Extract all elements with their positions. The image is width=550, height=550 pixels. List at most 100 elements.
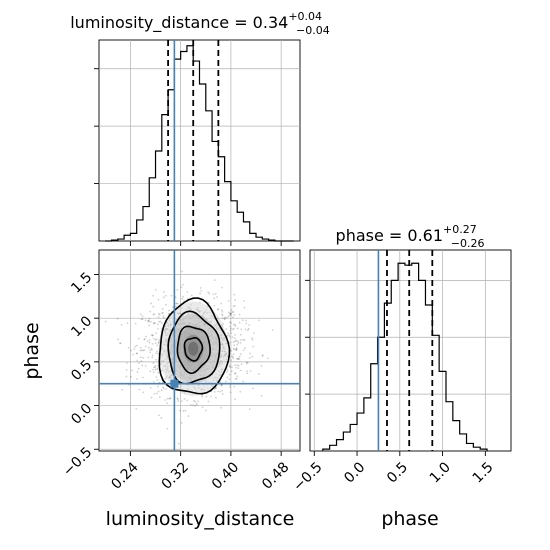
scatter-point <box>147 356 150 359</box>
top-ticks <box>94 68 282 246</box>
scatter-point <box>239 369 242 372</box>
scatter-point <box>146 340 149 343</box>
scatter-point <box>239 341 242 344</box>
scatter-point <box>242 338 244 341</box>
scatter-point <box>230 312 233 315</box>
scatter-point <box>234 364 236 367</box>
scatter-point <box>227 332 229 335</box>
scatter-point <box>148 317 151 320</box>
scatter-point <box>252 332 255 334</box>
scatter-point <box>135 352 138 355</box>
top-title-sup: +0.04 <box>288 10 322 23</box>
scatter-point <box>219 381 222 384</box>
scatter-point <box>232 348 235 350</box>
scatter-point <box>177 400 180 402</box>
scatter-point <box>234 299 237 302</box>
scatter-point <box>245 361 248 364</box>
scatter-point <box>221 313 223 316</box>
scatter-point <box>172 306 174 309</box>
scatter-point <box>194 400 196 403</box>
scatter-point <box>227 315 230 318</box>
scatter-point <box>214 292 217 295</box>
scatter-point <box>249 352 252 355</box>
scatter-point <box>227 311 230 314</box>
scatter-point <box>181 297 183 300</box>
scatter-point <box>166 402 169 405</box>
scatter-point <box>210 395 212 398</box>
scatter-point <box>266 357 269 360</box>
scatter-point <box>140 360 143 363</box>
scatter-point <box>230 349 233 352</box>
scatter-point <box>149 320 152 323</box>
scatter-point <box>237 367 240 370</box>
scatter-point <box>238 358 241 361</box>
scatter-point <box>155 289 157 291</box>
scatter-point <box>214 388 216 390</box>
scatter-point <box>163 291 165 293</box>
scatter-point <box>234 323 236 326</box>
scatter-point <box>220 309 223 312</box>
scatter-point <box>192 404 194 406</box>
scatter-point <box>181 270 184 273</box>
scatter-point <box>225 328 228 330</box>
scatter-point <box>150 396 153 399</box>
scatter-ytick-label: 1.0 <box>68 313 95 340</box>
scatter-point <box>150 302 153 305</box>
scatter-point <box>134 345 136 348</box>
scatter-point <box>217 308 220 311</box>
scatter-point <box>229 359 232 362</box>
scatter-point <box>155 376 158 378</box>
scatter-point <box>235 349 238 351</box>
contour-line <box>158 297 231 395</box>
scatter-point <box>169 397 172 400</box>
scatter-point <box>220 406 222 409</box>
scatter-point <box>164 294 167 297</box>
scatter-point <box>245 322 248 325</box>
scatter-point <box>236 357 238 360</box>
scatter-point <box>232 305 235 308</box>
scatter-point <box>182 295 184 298</box>
scatter-point <box>240 363 243 366</box>
scatter-xtick-label: 0.48 <box>259 459 292 492</box>
scatter-point <box>152 371 155 374</box>
scatter-point <box>239 353 242 355</box>
scatter-point <box>199 287 202 289</box>
scatter-point <box>242 380 245 383</box>
scatter-point <box>135 344 138 347</box>
scatter-point <box>116 317 119 320</box>
scatter-point <box>229 329 232 332</box>
scatter-point <box>153 392 156 395</box>
scatter-point <box>234 372 237 375</box>
scatter-point <box>155 332 157 335</box>
scatter-point <box>166 397 169 400</box>
scatter-point <box>137 367 140 370</box>
scatter-point <box>223 318 226 321</box>
scatter-point <box>235 349 237 351</box>
scatter-point <box>141 364 143 367</box>
scatter-point <box>237 364 240 367</box>
scatter-point <box>229 384 232 386</box>
scatter-point <box>149 351 152 354</box>
scatter-point <box>130 349 133 352</box>
scatter-point <box>154 342 157 345</box>
scatter-point <box>229 365 232 368</box>
scatter-point <box>219 390 222 393</box>
scatter-point <box>229 341 231 344</box>
scatter-point <box>195 402 198 405</box>
scatter-point <box>126 362 128 364</box>
scatter-point <box>220 384 223 387</box>
scatter-point <box>251 355 254 358</box>
scatter-point <box>142 356 144 359</box>
scatter-point <box>147 346 150 349</box>
scatter-point <box>143 338 146 341</box>
scatter-point <box>239 390 242 393</box>
scatter-point <box>238 355 241 358</box>
scatter-contours <box>158 297 231 395</box>
top-title-main: luminosity_distance = 0.34 <box>70 13 288 33</box>
scatter-point <box>142 349 145 352</box>
right-xtick-label: −0.5 <box>290 459 325 494</box>
scatter-point <box>245 319 248 322</box>
scatter-point <box>226 376 229 379</box>
scatter-point <box>230 312 232 315</box>
scatter-point <box>233 348 236 351</box>
